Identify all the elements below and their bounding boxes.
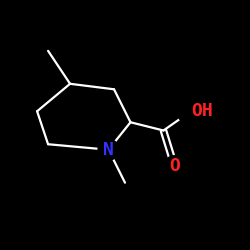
- Text: O: O: [169, 157, 180, 175]
- Circle shape: [164, 156, 185, 177]
- Circle shape: [177, 98, 205, 125]
- Circle shape: [98, 139, 119, 160]
- Text: OH: OH: [191, 102, 213, 120]
- Text: N: N: [103, 141, 114, 159]
